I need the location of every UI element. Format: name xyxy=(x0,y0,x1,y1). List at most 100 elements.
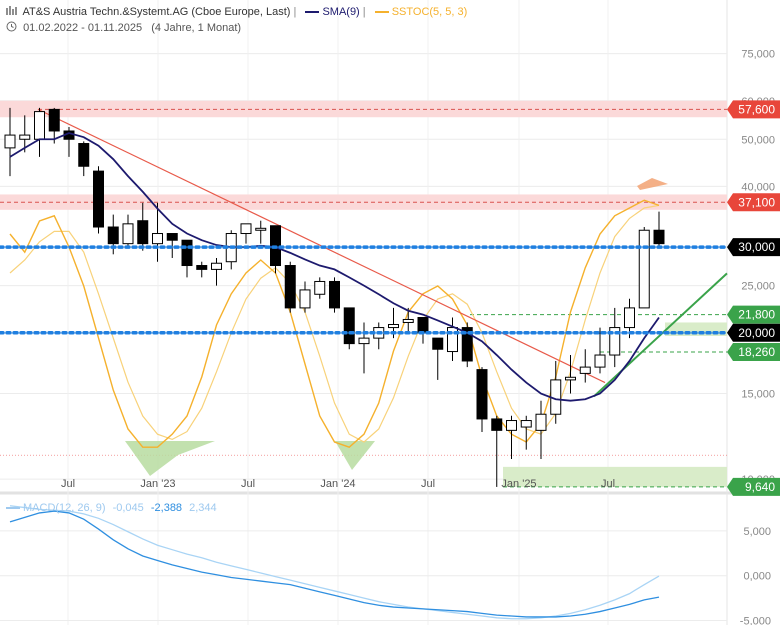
candle xyxy=(461,322,473,368)
macd-label[interactable]: MACD(12, 26, 9) xyxy=(23,502,106,514)
price-tag[interactable]: 9,640 xyxy=(727,477,780,496)
candle-body-up xyxy=(388,323,399,329)
candle-body-down xyxy=(78,143,90,167)
date-range: 01.02.2022 - 01.11.2025 xyxy=(23,22,143,34)
candle-body-down xyxy=(107,226,119,245)
candle xyxy=(609,307,621,368)
candle xyxy=(535,400,547,460)
price-tag-label: 9,640 xyxy=(745,480,775,494)
candle-body-up xyxy=(624,307,635,329)
candle xyxy=(579,349,591,383)
candle-body-up xyxy=(255,227,267,231)
price-tag-label: 30,000 xyxy=(738,240,775,254)
x-tick-label: Jan '25 xyxy=(501,478,536,490)
candle-body-up xyxy=(211,262,222,270)
price-tag-bg xyxy=(727,193,780,212)
stoch-oversold-fill xyxy=(125,441,215,476)
candle-body-down xyxy=(491,418,503,431)
candle xyxy=(358,322,370,374)
candle-body-down xyxy=(137,220,149,245)
uptrend-line xyxy=(593,272,728,398)
x-tick-label: Jul xyxy=(601,478,615,490)
candle xyxy=(402,307,414,333)
candle-body-down xyxy=(653,229,665,245)
candle-body-up xyxy=(4,134,16,149)
price-tag[interactable]: 30,000 xyxy=(727,238,780,257)
candle-body-up xyxy=(358,337,370,345)
candle xyxy=(240,223,252,244)
y-tick-label: 75,000 xyxy=(741,49,775,61)
price-tag-label: 37,100 xyxy=(738,195,775,209)
candle-body-down xyxy=(181,239,193,267)
price-tag-bg xyxy=(727,477,780,496)
price-tag-label: 20,000 xyxy=(738,326,775,340)
candle-body-down xyxy=(476,369,488,420)
candle xyxy=(196,261,208,278)
candle xyxy=(476,367,488,433)
macd-value-1: -0,045 xyxy=(112,502,144,514)
price-tag[interactable]: 57,600 xyxy=(727,100,780,119)
price-tag-bg xyxy=(727,305,780,324)
sma-line xyxy=(9,132,660,402)
price-tag-label: 21,800 xyxy=(738,308,775,322)
candle xyxy=(491,415,503,487)
candle-body-down xyxy=(432,337,444,350)
duration: (4 Jahre, 1 Monat) xyxy=(151,22,242,34)
sstoc-swatch xyxy=(374,11,389,14)
candle-body-up xyxy=(579,366,591,374)
candle-body-down xyxy=(461,327,473,362)
x-tick-label: Jul xyxy=(421,478,435,490)
candle xyxy=(653,211,665,248)
price-tag-bg xyxy=(727,323,780,342)
support-zone-9640 xyxy=(503,466,727,487)
candle xyxy=(181,239,193,278)
price-tag-bg xyxy=(727,238,780,257)
y-tick-label: 50,000 xyxy=(741,134,775,146)
candle xyxy=(78,141,90,177)
price-tag[interactable]: 37,100 xyxy=(727,193,780,212)
candle xyxy=(447,317,458,361)
candle xyxy=(4,107,16,177)
price-tag[interactable]: 18,260 xyxy=(727,343,780,362)
candle xyxy=(299,281,311,313)
candle xyxy=(284,261,296,313)
crosshair-icon[interactable] xyxy=(6,5,17,16)
price-tag-label: 57,600 xyxy=(738,102,775,116)
candle xyxy=(506,415,517,460)
macd-tick-label: 0,000 xyxy=(743,571,771,583)
candle xyxy=(594,327,606,374)
candle-body-up xyxy=(447,327,458,353)
chart-header: AT&S Austria Techn.&Systemt.AG (Cboe Eur… xyxy=(6,5,467,18)
candle xyxy=(122,214,134,248)
candle xyxy=(520,415,532,450)
candle xyxy=(48,107,60,144)
candle-body-up xyxy=(299,289,311,309)
candle-body-down xyxy=(417,317,429,334)
candle-body-up xyxy=(19,134,31,140)
macd-line xyxy=(9,510,660,618)
sma-legend[interactable]: SMA(9) xyxy=(322,6,360,18)
candle-body-up xyxy=(594,354,606,368)
candle-body-down xyxy=(284,265,296,309)
sstoc-d-line xyxy=(9,204,660,443)
candle-body-up xyxy=(565,376,576,381)
price-tag[interactable]: 21,800 xyxy=(727,305,780,324)
price-tag-bg xyxy=(727,100,780,119)
candle-body-up xyxy=(240,223,252,235)
price-tag[interactable]: 20,000 xyxy=(727,323,780,342)
candle xyxy=(329,277,340,313)
candle xyxy=(93,166,104,234)
instrument-title: AT&S Austria Techn.&Systemt.AG (Cboe Eur… xyxy=(22,6,291,18)
candle-body-down xyxy=(329,280,340,309)
candle xyxy=(565,355,576,394)
candle xyxy=(432,337,444,380)
candle-body-up xyxy=(506,420,517,431)
candle-body-up xyxy=(609,327,621,356)
y-tick-label: 25,000 xyxy=(741,281,775,293)
x-tick-label: Jan '24 xyxy=(320,478,355,490)
x-tick-label: Jul xyxy=(61,478,75,490)
macd-tick-label: 5,000 xyxy=(743,526,771,538)
candle xyxy=(314,277,326,299)
sstoc-legend[interactable]: SSTOC(5, 5, 3) xyxy=(391,6,468,18)
